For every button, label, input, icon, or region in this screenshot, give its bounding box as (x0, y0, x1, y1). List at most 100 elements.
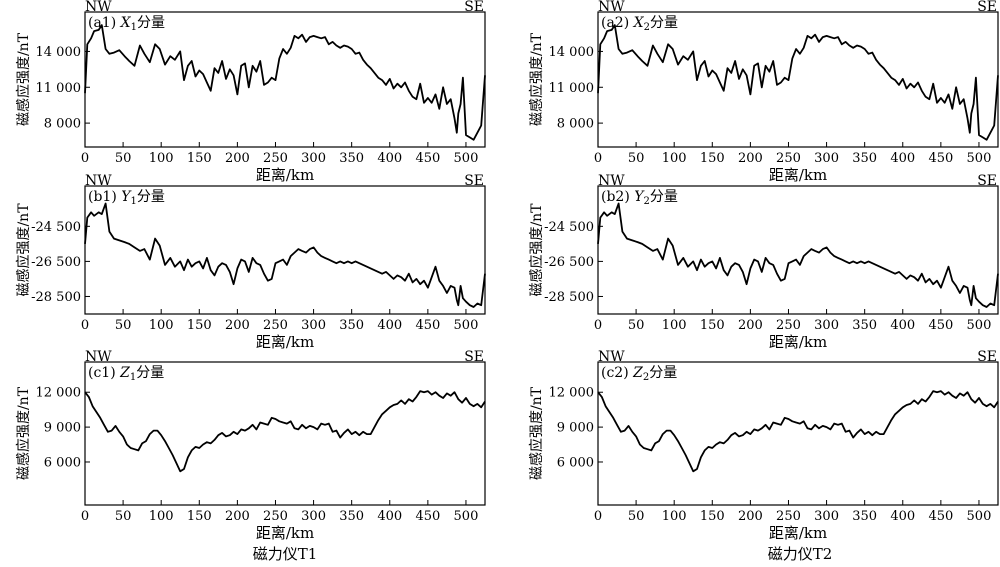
x-tick-label-a2: 150 (700, 151, 725, 166)
x-axis-label-a2: 距离/km (769, 166, 827, 184)
x-tick-label-c2: 450 (928, 509, 953, 524)
x-tick-label-c1: 300 (301, 509, 326, 524)
panel-label-c1: (c1) Z1分量 (88, 365, 164, 383)
y-axis-label-c2: 磁感应强度/nT (528, 386, 545, 480)
y-tick-label-a2: 14 000 (549, 45, 595, 60)
panel-label-c2: (c2) Z2分量 (601, 365, 677, 383)
x-tick-label-a1: 150 (187, 151, 212, 166)
x-tick-label-c2: 400 (890, 509, 915, 524)
y-tick-label-b1: -28 500 (31, 290, 81, 305)
x-tick-label-c1: 450 (415, 509, 440, 524)
y-tick-label-a2: 8 000 (557, 117, 594, 132)
data-line-b2 (597, 202, 999, 308)
x-axis-label-c1: 距离/km (256, 524, 314, 542)
x-tick-label-c1: 150 (187, 509, 212, 524)
x-tick-label-a1: 100 (149, 151, 174, 166)
y-tick-label-c2: 6 000 (557, 455, 594, 470)
x-tick-label-a2: 350 (852, 151, 877, 166)
direction-nw-b2: NW (598, 173, 625, 189)
y-tick-label-b1: -24 500 (31, 220, 81, 235)
direction-se-c2: SE (977, 349, 997, 365)
x-tick-label-b1: 150 (187, 318, 212, 333)
x-tick-label-b1: 100 (149, 318, 174, 333)
x-tick-label-c1: 250 (263, 509, 288, 524)
plot-frame-c2 (597, 361, 999, 506)
x-axis-label-b1: 距离/km (256, 333, 314, 351)
y-tick-label-c2: 9 000 (557, 421, 594, 436)
x-tick-label-a2: 250 (776, 151, 801, 166)
y-tick-label-a2: 11 000 (549, 81, 595, 96)
y-tick-label-c1: 9 000 (44, 421, 81, 436)
x-tick-label-b1: 450 (415, 318, 440, 333)
y-axis-label-b1: 磁感应强度/nT (15, 203, 32, 297)
panel-label-b2: (b2) Y2分量 (601, 189, 678, 207)
x-tick-label-b1: 500 (454, 318, 479, 333)
direction-se-b2: SE (977, 173, 997, 189)
x-tick-label-c2: 200 (738, 509, 763, 524)
direction-nw-b1: NW (85, 173, 112, 189)
y-tick-label-c1: 6 000 (44, 455, 81, 470)
x-tick-label-b2: 500 (967, 318, 992, 333)
plot-frame-a1 (84, 11, 486, 148)
x-tick-label-a2: 400 (890, 151, 915, 166)
x-tick-label-a1: 250 (263, 151, 288, 166)
x-tick-label-a2: 300 (814, 151, 839, 166)
x-axis-label-a1: 距离/km (256, 166, 314, 184)
x-tick-label-b2: 50 (628, 318, 645, 333)
x-tick-label-c1: 200 (225, 509, 250, 524)
y-axis-label-a2: 磁感应强度/nT (528, 32, 545, 126)
panel-label-a2: (a2) X2分量 (601, 15, 678, 33)
data-line-a1 (84, 24, 486, 141)
x-tick-label-b2: 0 (594, 318, 602, 333)
x-tick-label-b1: 200 (225, 318, 250, 333)
y-tick-label-b2: -24 500 (544, 220, 594, 235)
x-tick-label-c1: 500 (454, 509, 479, 524)
x-tick-label-c1: 0 (81, 509, 89, 524)
x-tick-label-b2: 300 (814, 318, 839, 333)
x-tick-label-a1: 450 (415, 151, 440, 166)
x-tick-label-c2: 0 (594, 509, 602, 524)
x-tick-label-b2: 250 (776, 318, 801, 333)
y-tick-label-c1: 12 000 (36, 386, 82, 401)
direction-nw-a1: NW (85, 0, 112, 15)
direction-se-b1: SE (464, 173, 484, 189)
direction-se-a2: SE (977, 0, 997, 15)
panel-label-b1: (b1) Y1分量 (88, 189, 165, 207)
direction-se-c1: SE (464, 349, 484, 365)
x-tick-label-b1: 0 (81, 318, 89, 333)
x-tick-label-c1: 400 (377, 509, 402, 524)
x-tick-label-b2: 100 (662, 318, 687, 333)
plot-frame-b2 (597, 185, 999, 315)
x-tick-label-c2: 300 (814, 509, 839, 524)
x-tick-label-c2: 250 (776, 509, 801, 524)
x-axis-label-b2: 距离/km (769, 333, 827, 351)
x-tick-label-b2: 200 (738, 318, 763, 333)
y-tick-label-a1: 11 000 (36, 81, 82, 96)
x-tick-label-c2: 100 (662, 509, 687, 524)
x-axis-label-c2: 距离/km (769, 524, 827, 542)
x-tick-label-a1: 200 (225, 151, 250, 166)
x-tick-label-c1: 50 (115, 509, 132, 524)
x-tick-label-a1: 500 (454, 151, 479, 166)
data-line-a2 (597, 24, 999, 141)
x-tick-label-b1: 300 (301, 318, 326, 333)
x-tick-label-a2: 500 (967, 151, 992, 166)
x-tick-label-a2: 100 (662, 151, 687, 166)
x-tick-label-c1: 100 (149, 509, 174, 524)
x-tick-label-a1: 0 (81, 151, 89, 166)
y-axis-label-c1: 磁感应强度/nT (15, 386, 32, 480)
y-axis-label-b2: 磁感应强度/nT (528, 203, 545, 297)
direction-nw-c1: NW (85, 349, 112, 365)
x-tick-label-a2: 450 (928, 151, 953, 166)
x-tick-label-a1: 400 (377, 151, 402, 166)
x-tick-label-a1: 350 (339, 151, 364, 166)
x-tick-label-b2: 350 (852, 318, 877, 333)
x-tick-label-b2: 400 (890, 318, 915, 333)
x-tick-label-c2: 150 (700, 509, 725, 524)
x-tick-label-c2: 500 (967, 509, 992, 524)
y-tick-label-a1: 14 000 (36, 45, 82, 60)
x-tick-label-b2: 150 (700, 318, 725, 333)
x-tick-label-a2: 50 (628, 151, 645, 166)
caption-t1: 磁力仪T1 (252, 545, 318, 563)
